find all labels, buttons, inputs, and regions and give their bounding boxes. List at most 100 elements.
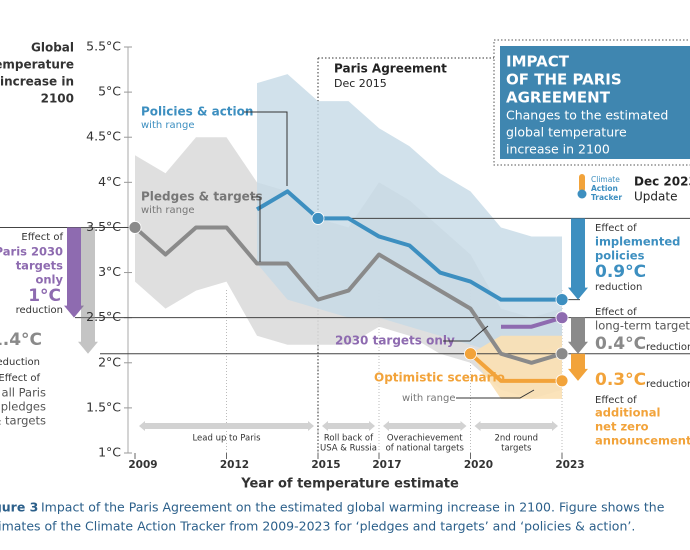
effect-arrow [568, 353, 588, 381]
logo-icon [577, 189, 587, 199]
effect-text: implemented [595, 235, 680, 249]
leader-line [443, 325, 489, 342]
effect-amount: 0.4°C [595, 334, 646, 354]
caption-label: Figure 3 [0, 500, 38, 515]
y-tick-label: 5.5°C [86, 39, 121, 54]
effect-arrow [64, 227, 84, 318]
effect-amount: 1°C [28, 286, 61, 306]
effect-amount: 0.9°C [595, 262, 646, 282]
series-line [255, 189, 562, 302]
effect-amount: 0.3°C [595, 370, 646, 390]
end-marker [555, 293, 569, 307]
period-label: Lead up to Paris [192, 434, 261, 444]
period-arrow [322, 421, 375, 431]
series-line [133, 225, 563, 365]
effect-arrow [568, 317, 588, 354]
effect-amount: 1.4°C [0, 330, 42, 350]
x-axis-title: Year of temperature estimate [240, 477, 459, 492]
x-tick-label: 2015 [311, 459, 340, 471]
range-band [257, 74, 562, 354]
period-label: targets [501, 444, 532, 454]
panel-box [500, 46, 690, 159]
effect-text: policies [595, 249, 645, 263]
y-tick-label: 3.5°C [86, 219, 121, 234]
caption-text: estimates of the Climate Action Tracker … [0, 519, 635, 534]
y-tick-label: 5°C [98, 84, 121, 99]
end-marker [311, 212, 325, 225]
period-arrow [474, 421, 558, 431]
y-tick-label: 2°C [98, 354, 121, 369]
label-layer: Global temperature increase in 2100 Year… [0, 39, 690, 534]
effect-arrow [78, 227, 98, 354]
panel-subtitle: increase in 2100 [506, 142, 610, 157]
y-tick-label: 4.5°C [86, 129, 121, 144]
series-line [469, 352, 562, 383]
period-arrow [383, 421, 467, 431]
panel-subtitle: Changes to the estimated [506, 108, 668, 123]
y-axis-title: Global [31, 41, 74, 55]
effect-unit: reduction [646, 342, 690, 353]
effect-text: Effect of [595, 223, 637, 234]
effect-text: & targets [0, 414, 46, 428]
x-tick-label: 2017 [372, 459, 401, 471]
effect-text: Paris 2030 [0, 245, 63, 259]
y-axis-title: temperature [0, 58, 74, 72]
effect-arrow [568, 218, 588, 300]
series-label: 2030 targets only [335, 334, 455, 348]
y-tick-label: 1°C [98, 445, 121, 460]
y-axis-title: increase in [0, 75, 74, 89]
end-marker [555, 311, 569, 325]
series-line [501, 315, 563, 329]
effect-text: Effect of [595, 307, 637, 318]
reference-date: Dec 2015 [334, 77, 387, 90]
period-label: USA & Russia [320, 444, 377, 454]
effect-text: pledges [1, 400, 46, 414]
effect-text: Effect of [0, 373, 40, 384]
effect-text: announcements [595, 434, 690, 448]
logo-icon [579, 174, 585, 192]
effect-text: targets [16, 259, 63, 273]
leader-line [244, 111, 288, 186]
effect-text: long-term targets [595, 319, 690, 333]
end-marker [555, 347, 569, 361]
series-sublabel: with range [141, 120, 194, 131]
background-layer [0, 46, 690, 459]
caption-text: Impact of the Paris Agreement on the est… [41, 500, 665, 515]
x-tick-label: 2009 [128, 459, 157, 471]
reference-title: Paris Agreement [334, 62, 447, 76]
effect-text: all Paris [2, 386, 46, 400]
edition: Update [634, 190, 677, 204]
edition: Dec 2023 [634, 175, 690, 189]
range-band [470, 335, 562, 399]
panel-title: IMPACT [506, 53, 570, 71]
series-label: Optimistic scenario [374, 371, 505, 385]
x-tick-label: 2023 [555, 459, 584, 471]
effect-unit: reduction [16, 305, 63, 316]
effect-unit: reduction [646, 379, 690, 390]
effect-text: net zero [595, 420, 649, 434]
series-sublabel: with range [402, 393, 455, 404]
effect-text: Effect of [21, 232, 63, 243]
effect-text: Effect of [595, 395, 637, 406]
x-tick-label: 2012 [220, 459, 249, 471]
y-tick-label: 3°C [98, 264, 121, 279]
effect-unit: reduction [0, 357, 40, 368]
effect-unit: reduction [595, 282, 642, 293]
panel-border [493, 39, 690, 166]
y-tick-label: 4°C [98, 174, 121, 189]
logo-text: Tracker [591, 193, 622, 202]
logo-text: Action [591, 184, 618, 193]
x-tick-label: 2020 [464, 459, 493, 471]
end-marker [555, 374, 569, 388]
y-tick-label: 2.5°C [86, 309, 121, 324]
period-label: Roll back of [324, 434, 374, 444]
panel-title: OF THE PARIS [506, 71, 622, 89]
effect-text: additional [595, 406, 660, 420]
panel-title: AGREEMENT [506, 89, 611, 107]
end-marker [128, 221, 142, 234]
period-arrow [139, 421, 314, 431]
leader-line [252, 196, 261, 262]
effect-text: only [35, 273, 63, 287]
series-label: Policies & action [141, 105, 253, 119]
